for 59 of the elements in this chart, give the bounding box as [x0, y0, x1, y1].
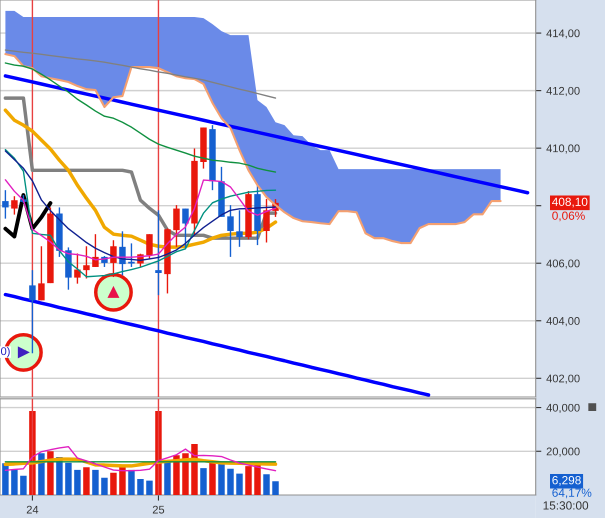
- text: 64,17%: [552, 488, 592, 498]
- bar: [272, 481, 279, 495]
- line-series: [4, 53, 502, 244]
- candlestick: [146, 233, 153, 260]
- bar: [218, 461, 225, 495]
- candlestick: [29, 269, 36, 354]
- x-tick-label: 24: [26, 506, 38, 514]
- line-series: [4, 446, 276, 472]
- text: 0,06%: [552, 212, 585, 222]
- bar: [182, 453, 189, 495]
- y-tick-label: 20,000: [546, 448, 580, 457]
- bar: [146, 480, 153, 495]
- bar: [38, 453, 45, 495]
- candlestick: [38, 246, 45, 302]
- bar: [245, 466, 252, 495]
- x-axis-title: 15:30:00: [544, 501, 588, 510]
- candlestick: [236, 210, 243, 248]
- bar: [65, 462, 72, 495]
- candlestick: [2, 189, 9, 220]
- bar: [209, 462, 216, 495]
- line-series: [4, 62, 276, 173]
- bar: [236, 474, 243, 495]
- bar: [128, 470, 135, 495]
- bar: [119, 466, 126, 495]
- bar: [20, 476, 27, 495]
- bar: [110, 472, 117, 495]
- y-tick-label: 414,00: [546, 29, 580, 39]
- candlestick: [74, 252, 81, 284]
- bar: [2, 463, 9, 495]
- bar: [137, 479, 144, 495]
- candlestick: [83, 246, 90, 280]
- candlestick: [155, 210, 162, 296]
- line-series: [4, 49, 276, 99]
- bar: [83, 467, 90, 495]
- text: 6,298: [552, 476, 581, 486]
- y-tick-label: 412,00: [546, 86, 580, 96]
- y-tick-label: 404,00: [546, 317, 580, 326]
- candlestick: [227, 204, 234, 258]
- candlestick: [173, 204, 180, 248]
- bar: [11, 470, 18, 495]
- bar: [92, 470, 99, 495]
- y-tick-label: 40,000: [546, 404, 580, 413]
- candlestick: [182, 208, 189, 250]
- bar: [164, 460, 171, 495]
- bar: [47, 451, 54, 495]
- bar: [101, 478, 108, 495]
- y-tick-label: 402,00: [546, 374, 580, 384]
- text: 408,10: [552, 198, 588, 208]
- line-series: [4, 74, 530, 194]
- bar: [173, 455, 180, 495]
- y-tick-label: 410,00: [546, 144, 580, 154]
- candlestick: [11, 196, 18, 216]
- x-tick-label: 25: [152, 506, 164, 514]
- annotation: 0): [0, 346, 10, 358]
- bar: [227, 468, 234, 495]
- bar: [200, 468, 207, 495]
- bar: [74, 470, 81, 495]
- bar: [263, 474, 270, 495]
- y-tick-label: 406,00: [546, 259, 580, 269]
